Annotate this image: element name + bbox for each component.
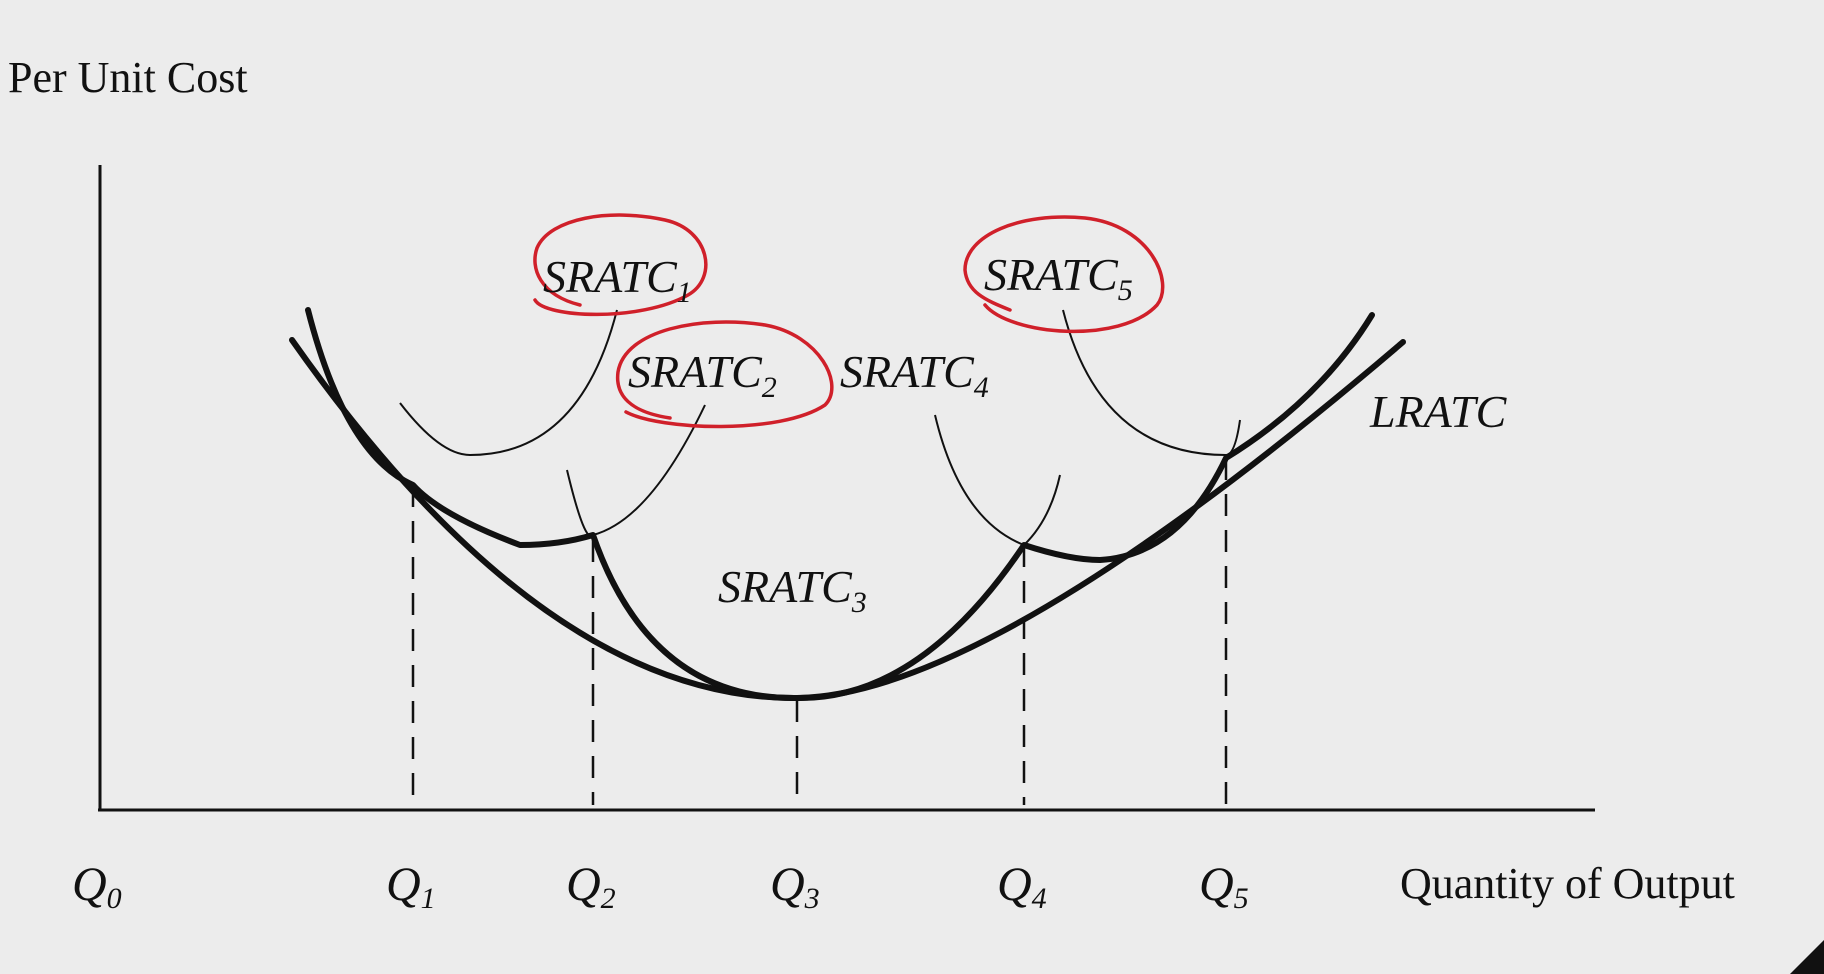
annotation-circle-sratc2 xyxy=(615,320,834,429)
label-q5: Q5 xyxy=(1199,858,1249,915)
label-lratc-main: LRATC xyxy=(1369,386,1508,437)
label-q5-main: Q xyxy=(1199,858,1234,911)
corner-decoration xyxy=(1790,940,1824,974)
quantity-labels: Q0 Q1 Q2 Q3 Q4 Q5 xyxy=(72,858,1249,915)
label-q4-sub: 4 xyxy=(1032,882,1047,915)
annotation-circle-sratc5 xyxy=(963,215,1165,334)
label-q3: Q3 xyxy=(770,858,820,915)
label-sratc2: SRATC2 xyxy=(628,346,777,404)
label-q4: Q4 xyxy=(997,858,1047,915)
label-sratc1: SRATC1 xyxy=(543,251,692,309)
thin-curves xyxy=(399,309,1241,547)
label-lratc: LRATC xyxy=(1369,386,1508,437)
label-q1: Q1 xyxy=(386,858,436,915)
label-q2-main: Q xyxy=(566,858,601,911)
label-sratc4-main: SRATC xyxy=(840,346,975,397)
label-sratc5-main: SRATC xyxy=(984,249,1119,300)
label-sratc2-sub: 2 xyxy=(762,371,777,404)
label-sratc5: SRATC5 xyxy=(984,249,1133,307)
curve-sratc4 xyxy=(934,414,1061,547)
label-sratc4-sub: 4 xyxy=(974,371,989,404)
x-axis-label: Quantity of Output xyxy=(1400,859,1735,908)
label-sratc4: SRATC4 xyxy=(840,346,989,404)
y-axis-label: Per Unit Cost xyxy=(8,53,248,102)
thick-curves xyxy=(289,307,1406,702)
label-q1-sub: 1 xyxy=(421,882,436,915)
annotation-loops xyxy=(533,213,1165,429)
label-sratc1-main: SRATC xyxy=(543,251,678,302)
label-q2: Q2 xyxy=(566,858,616,915)
label-sratc3: SRATC3 xyxy=(718,561,867,619)
label-q3-sub: 3 xyxy=(804,882,820,915)
label-q0-main: Q xyxy=(72,858,107,911)
quantity-guides xyxy=(411,458,1228,805)
curve-labels: SRATC1 SRATC2 SRATC3 SRATC4 SRATC5 LRATC xyxy=(543,249,1508,619)
curve-sratc5 xyxy=(1062,309,1241,457)
label-q2-sub: 2 xyxy=(601,882,616,915)
label-sratc3-main: SRATC xyxy=(718,561,853,612)
label-sratc1-sub: 1 xyxy=(677,276,692,309)
label-q4-main: Q xyxy=(997,858,1032,911)
label-q0: Q0 xyxy=(72,858,122,915)
annotation-circle-sratc1 xyxy=(533,213,708,317)
label-sratc5-sub: 5 xyxy=(1118,274,1133,307)
label-q0-sub: 0 xyxy=(107,882,122,915)
label-q5-sub: 5 xyxy=(1234,882,1249,915)
label-sratc3-sub: 3 xyxy=(851,586,867,619)
curve-sratc1 xyxy=(399,309,618,457)
curve-sratc2 xyxy=(566,404,706,538)
curve-sratc-envelope xyxy=(305,307,1375,702)
label-q1-main: Q xyxy=(386,858,421,911)
label-sratc2-main: SRATC xyxy=(628,346,763,397)
label-q3-main: Q xyxy=(770,858,805,911)
